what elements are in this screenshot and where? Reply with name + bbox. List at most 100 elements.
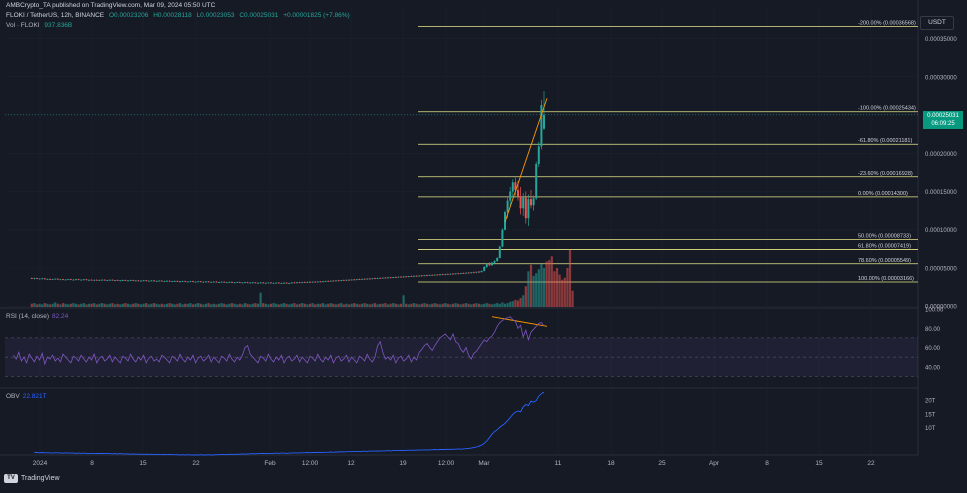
volume-bar — [241, 304, 244, 307]
volume-bar — [173, 304, 176, 307]
candle-body — [439, 274, 441, 276]
time-tick-label: Feb — [264, 460, 276, 467]
candle-body — [264, 282, 267, 284]
candle-body — [358, 279, 361, 280]
candle-body — [101, 279, 103, 281]
time-tick-label: 19 — [399, 460, 407, 467]
volume-legend[interactable]: Vol · FLOKI 937.836B — [6, 22, 75, 29]
candle-body — [238, 282, 241, 283]
candle-body — [524, 197, 527, 219]
candle-body — [335, 280, 337, 282]
candle-body — [472, 272, 475, 274]
candle-body — [392, 277, 395, 278]
candle-body — [166, 280, 168, 282]
volume-bar — [470, 304, 473, 307]
volume-bar — [176, 303, 179, 307]
volume-bar — [433, 303, 436, 307]
candle-body — [431, 274, 434, 276]
candle-body — [114, 280, 116, 281]
candle-body — [75, 279, 77, 281]
candle-body — [184, 281, 187, 282]
rsi-value: 82.24 — [52, 313, 69, 320]
candle-body — [379, 277, 382, 279]
candle-body — [462, 273, 465, 274]
volume-bar — [488, 303, 491, 307]
candle-body — [296, 282, 298, 284]
candle-body — [233, 282, 236, 284]
time-tick-label: Mar — [478, 460, 490, 467]
candle-body — [306, 281, 309, 283]
volume-bar — [259, 292, 262, 307]
volume-bar — [77, 304, 80, 307]
candle-body — [454, 273, 457, 275]
candle-body — [33, 278, 36, 279]
volume-bar — [67, 304, 70, 307]
volume-bar — [493, 303, 496, 307]
price-tick-label: 0.00015000 — [925, 190, 957, 196]
symbol-title[interactable]: FLOKI / TetherUS, 12h, BINANCE — [6, 12, 105, 19]
rsi-legend[interactable]: RSI (14, close) 82.24 — [6, 313, 68, 320]
fib-level-label: -100.00% (0.00025434) — [858, 106, 916, 112]
volume-bar — [178, 303, 182, 307]
candle-body — [522, 197, 525, 209]
price-tick-label: 0.00035000 — [925, 37, 957, 43]
time-tick-label: 18 — [607, 460, 615, 467]
volume-bar — [54, 302, 57, 307]
volume-bar — [272, 303, 275, 307]
volume-bar — [134, 303, 137, 307]
obv-legend[interactable]: OBV 22.821T — [6, 393, 47, 400]
volume-bar — [46, 303, 49, 307]
volume-bar — [204, 303, 208, 307]
obv-tick-label: 15T — [925, 412, 936, 418]
candle-body — [475, 271, 478, 273]
candle-body — [111, 279, 114, 281]
volume-bar — [532, 275, 535, 307]
volume-bar — [415, 303, 418, 307]
volume-bar — [249, 304, 252, 307]
tradingview-footer[interactable]: TV TradingView — [4, 474, 60, 483]
volume-value: 937.836B — [44, 22, 73, 29]
currency-button[interactable]: USDT — [920, 16, 954, 30]
volume-bar — [527, 271, 530, 307]
volume-bar — [33, 303, 36, 307]
volume-bar — [251, 303, 254, 307]
candle-body — [384, 277, 387, 279]
fib-level-label: 78.60% (0.00005549) — [858, 258, 911, 264]
volume-bar — [129, 304, 132, 307]
volume-bar — [189, 303, 192, 307]
volume-bar — [43, 303, 46, 307]
candle-body — [446, 273, 449, 275]
rsi-label: RSI (14, close) — [6, 313, 49, 320]
volume-bar — [340, 303, 343, 307]
volume-bar — [368, 304, 371, 307]
candle-body — [116, 280, 119, 281]
candle-body — [350, 279, 353, 281]
candle-body — [410, 276, 413, 277]
volume-bar — [418, 304, 421, 307]
candle-body — [225, 282, 228, 283]
volume-bar — [269, 303, 273, 307]
candle-body — [449, 273, 452, 275]
candle-body — [49, 278, 51, 280]
volume-bar — [558, 274, 561, 307]
volume-bar — [98, 303, 101, 307]
volume-bar — [116, 303, 119, 307]
candle-body — [223, 281, 226, 283]
candle-body — [337, 280, 340, 282]
candle-body — [311, 281, 314, 283]
candle-body — [41, 278, 44, 280]
volume-bar — [30, 303, 33, 307]
volume-bar — [425, 303, 429, 307]
candle-body — [134, 280, 137, 282]
volume-bar — [82, 303, 85, 307]
volume-bar — [496, 303, 499, 307]
volume-bar — [332, 303, 335, 307]
candle-body — [80, 279, 83, 281]
volume-bar — [150, 303, 153, 307]
candle-body — [363, 278, 366, 280]
volume-bar — [428, 304, 431, 307]
candle-body — [205, 281, 207, 283]
candle-body — [121, 280, 124, 281]
volume-bar — [181, 304, 184, 307]
candle-body — [496, 258, 499, 262]
